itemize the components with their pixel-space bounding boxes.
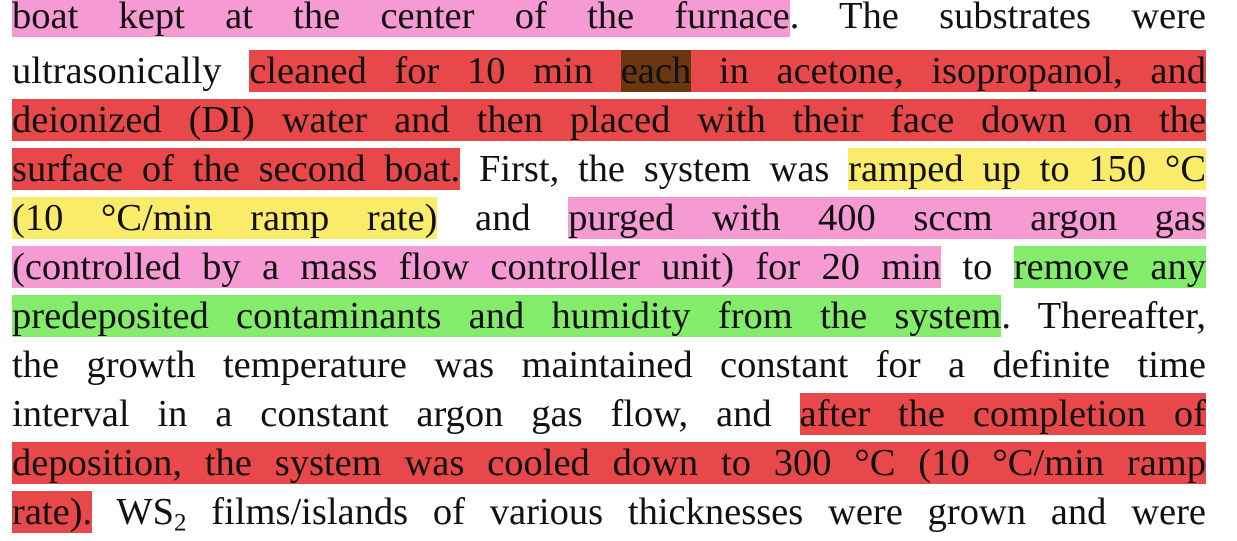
- highlighted-text-segment: (controlled by a mass flow controller un…: [12, 246, 942, 288]
- text-line: deionized (DI) water and then placed wit…: [12, 96, 1206, 145]
- highlighted-text-segment: predeposited contaminants and humidity f…: [12, 295, 1002, 337]
- highlighted-text-segment: deionized (DI) water and then placed wit…: [12, 99, 1206, 141]
- highlighted-text-segment: rate).: [12, 491, 93, 533]
- text-segment: First, the system was: [460, 148, 849, 190]
- highlighted-text-segment: ramped up to 150 °C: [848, 148, 1206, 190]
- text-segment: ultrasonically: [12, 50, 250, 92]
- text-segment: 2: [174, 509, 187, 537]
- text-line: rate). WS2 films/islands of various thic…: [12, 488, 1206, 537]
- highlighted-text-segment: in acetone, isopropanol, and: [691, 50, 1206, 92]
- text-segment: to: [941, 246, 1014, 288]
- highlighted-text-segment: deposition, the system was cooled down t…: [12, 442, 1206, 484]
- text-segment: . The substrates were: [789, 0, 1206, 37]
- text-line: (10 °C/min ramp rate) and purged with 40…: [12, 194, 1206, 243]
- highlighted-text-segment: after the completion of: [799, 393, 1206, 435]
- highlighted-text-segment: surface of the second boat.: [12, 148, 461, 190]
- highlighted-text-segment: purged with 400 sccm argon gas: [568, 197, 1206, 239]
- text-segment: interval in a constant argon gas flow, a…: [12, 393, 800, 435]
- text-line: the growth temperature was maintained co…: [12, 341, 1206, 390]
- text-line: (controlled by a mass flow controller un…: [12, 243, 1206, 292]
- highlighted-text-segment: cleaned for 10 min: [249, 50, 621, 92]
- text-segment: . Thereafter,: [1001, 295, 1206, 337]
- highlighted-text-segment: remove any: [1013, 246, 1206, 288]
- highlighted-text-segment: (10 °C/min ramp rate): [12, 197, 438, 239]
- text-segment: the growth temperature was maintained co…: [12, 344, 1206, 386]
- text-segment: and: [437, 197, 569, 239]
- text-line: surface of the second boat. First, the s…: [12, 145, 1206, 194]
- text-line: interval in a constant argon gas flow, a…: [12, 390, 1206, 439]
- text-line: deposition, the system was cooled down t…: [12, 439, 1206, 488]
- text-line: predeposited contaminants and humidity f…: [12, 292, 1206, 341]
- text-line: ultrasonically cleaned for 10 min each i…: [12, 47, 1206, 96]
- highlighted-text-segment: boat kept at the center of the furnace: [12, 0, 790, 37]
- highlighted-text-segment: each: [620, 50, 692, 92]
- text-segment: films/islands of various thicknesses wer…: [186, 491, 1206, 533]
- text-segment: WS: [92, 491, 174, 533]
- text-line: boat kept at the center of the furnace. …: [12, 0, 1206, 40]
